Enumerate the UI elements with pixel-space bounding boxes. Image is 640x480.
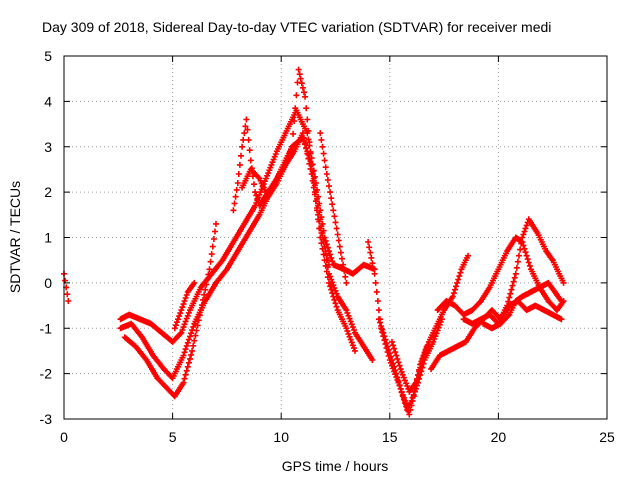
x-tick-label: 0 [60, 429, 68, 445]
y-tick-label: 4 [44, 93, 52, 109]
series-sat-m [434, 234, 567, 318]
x-tick-label: 25 [599, 429, 615, 445]
y-tick-label: 2 [44, 184, 52, 200]
grid [64, 56, 607, 419]
x-tick-label: 5 [169, 429, 177, 445]
series-sat-d [121, 220, 219, 400]
series-sat-c [117, 134, 376, 382]
series-sat-a [61, 270, 72, 304]
series-sat-h [317, 130, 350, 286]
series-sat-l [428, 298, 565, 373]
x-tick-label: 20 [491, 429, 507, 445]
series-sat-g [239, 66, 358, 354]
series-sat-e [171, 279, 198, 332]
marker-trace [434, 234, 567, 318]
y-axis-label: SDTVAR / TECUs [7, 181, 23, 293]
marker-trace [61, 270, 72, 304]
y-tick-label: -3 [40, 411, 53, 427]
marker-trace [121, 220, 219, 400]
y-tick-label: -2 [40, 366, 53, 382]
y-tick-label: -1 [40, 320, 53, 336]
marker-trace [389, 252, 471, 395]
marker-trace [480, 279, 565, 332]
plot-frame [63, 55, 608, 420]
series-sat-k [389, 252, 471, 395]
chart-title: Day 309 of 2018, Sidereal Day-to-day VTE… [42, 19, 551, 35]
marker-trace [171, 279, 198, 332]
y-tick-label: 5 [44, 48, 52, 64]
series-sat-b [117, 107, 378, 345]
marker-trace [239, 66, 358, 354]
marker-trace [117, 107, 378, 345]
marker-trace [428, 298, 565, 373]
x-tick-label: 15 [382, 429, 398, 445]
x-tick-label: 10 [273, 429, 289, 445]
y-tick-label: 1 [44, 230, 52, 246]
y-axis-ticks: -3 -2 -1 0 1 2 3 4 5 [40, 48, 607, 427]
y-tick-label: 3 [44, 139, 52, 155]
marker-trace [117, 134, 376, 382]
series-sat-o [480, 279, 565, 332]
data-marks [61, 66, 567, 418]
y-tick-label: 0 [44, 275, 52, 291]
marker-trace [317, 130, 350, 286]
x-axis-ticks: 0 5 10 15 20 25 [60, 56, 615, 445]
x-axis-label: GPS time / hours [282, 458, 389, 474]
